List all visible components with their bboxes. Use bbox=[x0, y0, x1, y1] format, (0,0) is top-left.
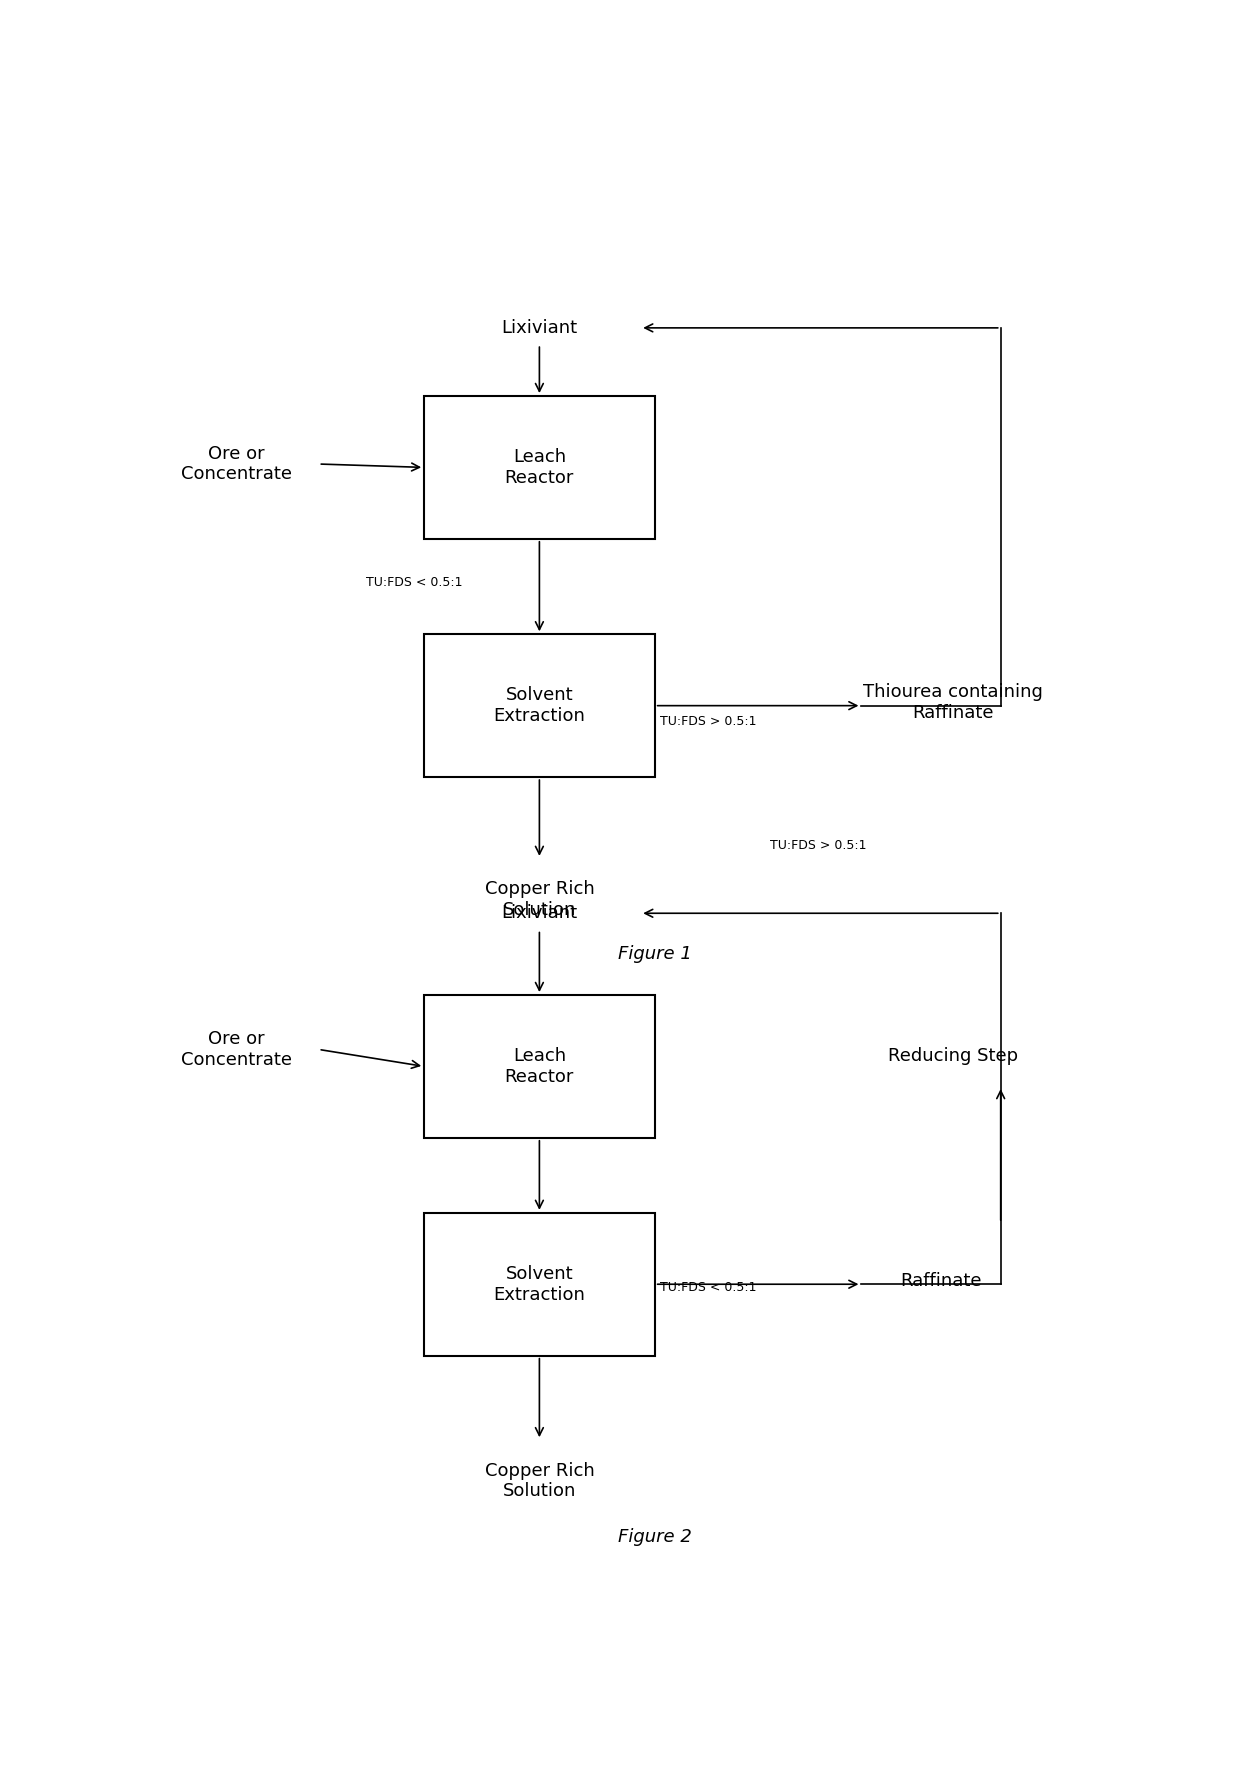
Text: Solvent
Extraction: Solvent Extraction bbox=[494, 686, 585, 725]
Text: Solvent
Extraction: Solvent Extraction bbox=[494, 1264, 585, 1303]
Text: Ore or
Concentrate: Ore or Concentrate bbox=[181, 444, 293, 483]
Text: Leach
Reactor: Leach Reactor bbox=[505, 1047, 574, 1086]
FancyBboxPatch shape bbox=[424, 1213, 655, 1356]
Text: Reducing Step: Reducing Step bbox=[888, 1047, 1018, 1064]
FancyBboxPatch shape bbox=[424, 995, 655, 1139]
FancyBboxPatch shape bbox=[424, 396, 655, 539]
Text: Leach
Reactor: Leach Reactor bbox=[505, 447, 574, 486]
Text: TU:FDS < 0.5:1: TU:FDS < 0.5:1 bbox=[367, 576, 463, 589]
FancyBboxPatch shape bbox=[424, 635, 655, 778]
Text: TU:FDS < 0.5:1: TU:FDS < 0.5:1 bbox=[660, 1282, 756, 1294]
Text: Lixiviant: Lixiviant bbox=[501, 903, 578, 923]
Text: Copper Rich
Solution: Copper Rich Solution bbox=[485, 1462, 594, 1501]
Text: Figure 1: Figure 1 bbox=[618, 946, 692, 964]
Text: Figure 2: Figure 2 bbox=[618, 1528, 692, 1545]
Text: Ore or
Concentrate: Ore or Concentrate bbox=[181, 1031, 293, 1070]
Text: TU:FDS > 0.5:1: TU:FDS > 0.5:1 bbox=[770, 838, 867, 852]
Text: Raffinate: Raffinate bbox=[900, 1271, 981, 1291]
Text: TU:FDS > 0.5:1: TU:FDS > 0.5:1 bbox=[660, 714, 756, 728]
Text: Thiourea containing
Raffinate: Thiourea containing Raffinate bbox=[863, 682, 1043, 721]
Text: Copper Rich
Solution: Copper Rich Solution bbox=[485, 880, 594, 919]
Text: Lixiviant: Lixiviant bbox=[501, 318, 578, 338]
